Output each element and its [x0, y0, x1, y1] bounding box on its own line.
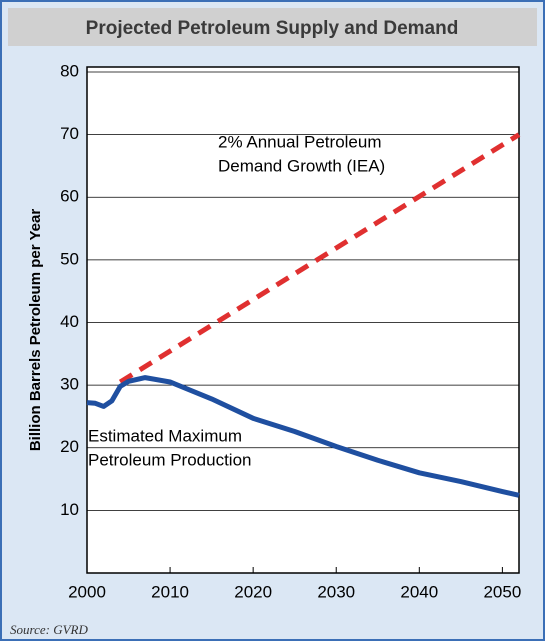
- x-tick-label: 2020: [234, 582, 272, 601]
- x-tick-label: 2000: [68, 582, 106, 601]
- title-bar: [8, 8, 537, 46]
- annotation: Demand Growth (IEA): [218, 156, 385, 175]
- x-tick-label: 2050: [483, 582, 521, 601]
- x-tick-label: 2040: [400, 582, 438, 601]
- source: Source: GVRD: [10, 622, 88, 637]
- series-line: [118, 132, 521, 385]
- y-tick-label: 50: [60, 249, 79, 268]
- y-tick-label: 20: [60, 437, 79, 456]
- y-tick-label: 30: [60, 375, 79, 394]
- chart-title: Projected Petroleum Supply and Demand: [86, 18, 459, 39]
- plot-area: [86, 66, 520, 574]
- annotation: 2% Annual Petroleum: [218, 132, 382, 151]
- y-tick-label: 10: [60, 500, 79, 519]
- y-axis-label: Billion Barrels Petroleum per Year: [27, 209, 44, 451]
- series-line: [86, 375, 520, 498]
- annotation: Petroleum Production: [88, 450, 251, 469]
- x-tick-label: 2010: [151, 582, 189, 601]
- y-tick-label: 60: [60, 187, 79, 206]
- x-tick-label: 2030: [317, 582, 355, 601]
- y-tick-label: 70: [60, 124, 79, 143]
- annotation: Estimated Maximum: [88, 426, 242, 445]
- y-tick-label: 80: [60, 61, 79, 80]
- y-tick-label: 40: [60, 312, 79, 331]
